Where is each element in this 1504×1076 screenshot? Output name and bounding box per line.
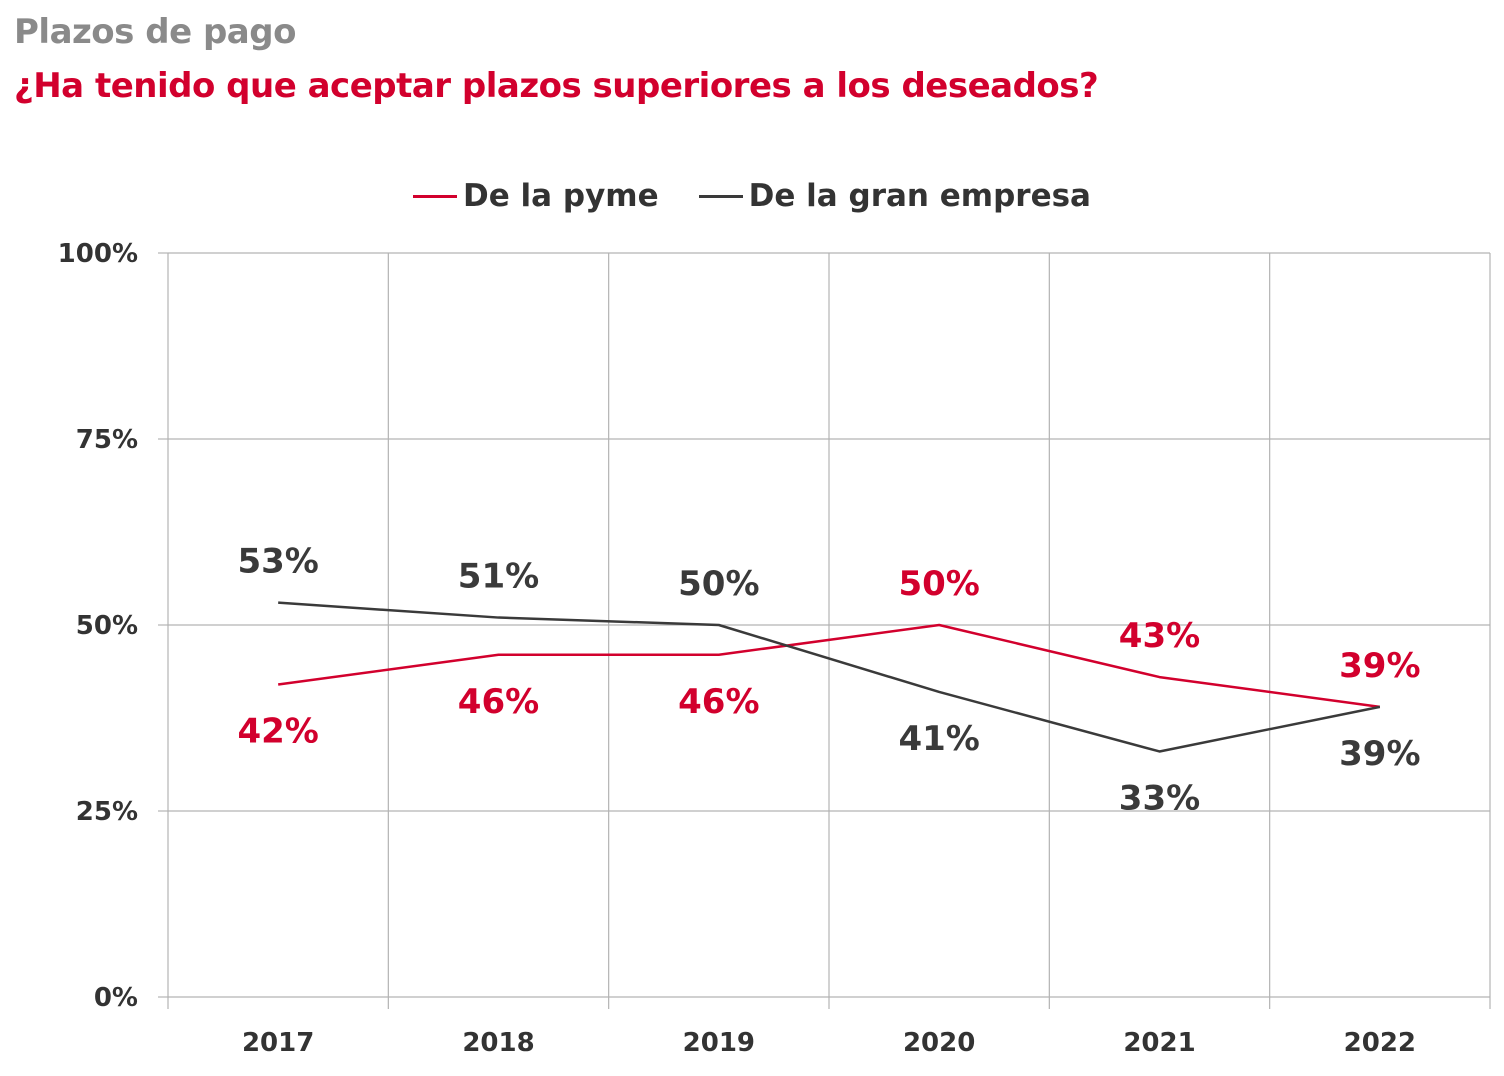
data-label-gran-empresa-2017: 53% (237, 542, 318, 582)
chart-title: Plazos de pago (14, 12, 296, 52)
data-label-gran-empresa-2019: 50% (678, 564, 759, 604)
y-tick-label-0: 0% (94, 983, 138, 1013)
legend-swatch-pyme (413, 194, 457, 198)
x-tick-label-2020: 2020 (903, 1028, 975, 1058)
y-tick-label-25: 25% (76, 797, 138, 827)
data-label-pyme-2020: 50% (898, 564, 979, 604)
y-tick-label-100: 100% (58, 239, 138, 269)
legend-label-pyme: De la pyme (463, 178, 659, 214)
chart-subtitle: ¿Ha tenido que aceptar plazos superiores… (14, 66, 1099, 106)
data-label-pyme-2019: 46% (678, 682, 759, 722)
legend-swatch-gran-empresa (698, 194, 743, 198)
data-label-pyme-2018: 46% (458, 682, 539, 722)
legend-label-gran-empresa: De la gran empresa (748, 178, 1091, 214)
series-line-gran-empresa (278, 601, 1381, 753)
y-tick-label-75: 75% (76, 425, 138, 455)
legend-item-pyme: De la pyme (413, 178, 659, 214)
x-tick-label-2021: 2021 (1123, 1028, 1195, 1058)
data-label-gran-empresa-2018: 51% (458, 557, 539, 597)
data-label-pyme-2022: 39% (1339, 646, 1420, 686)
data-label-pyme-2017: 42% (237, 712, 318, 752)
x-tick-label-2018: 2018 (462, 1028, 534, 1058)
data-label-gran-empresa-2021: 33% (1119, 778, 1200, 818)
x-tick-label-2022: 2022 (1344, 1028, 1416, 1058)
data-label-pyme-2021: 43% (1119, 616, 1200, 656)
legend: De la pyme De la gran empresa (0, 178, 1504, 214)
x-tick-label-2017: 2017 (242, 1028, 314, 1058)
data-label-gran-empresa-2022: 39% (1339, 734, 1420, 774)
series-line-pyme (277, 623, 1381, 709)
legend-item-gran-empresa: De la gran empresa (698, 178, 1091, 214)
data-label-gran-empresa-2020: 41% (898, 719, 979, 759)
x-tick-label-2019: 2019 (683, 1028, 755, 1058)
y-tick-label-50: 50% (76, 611, 138, 641)
